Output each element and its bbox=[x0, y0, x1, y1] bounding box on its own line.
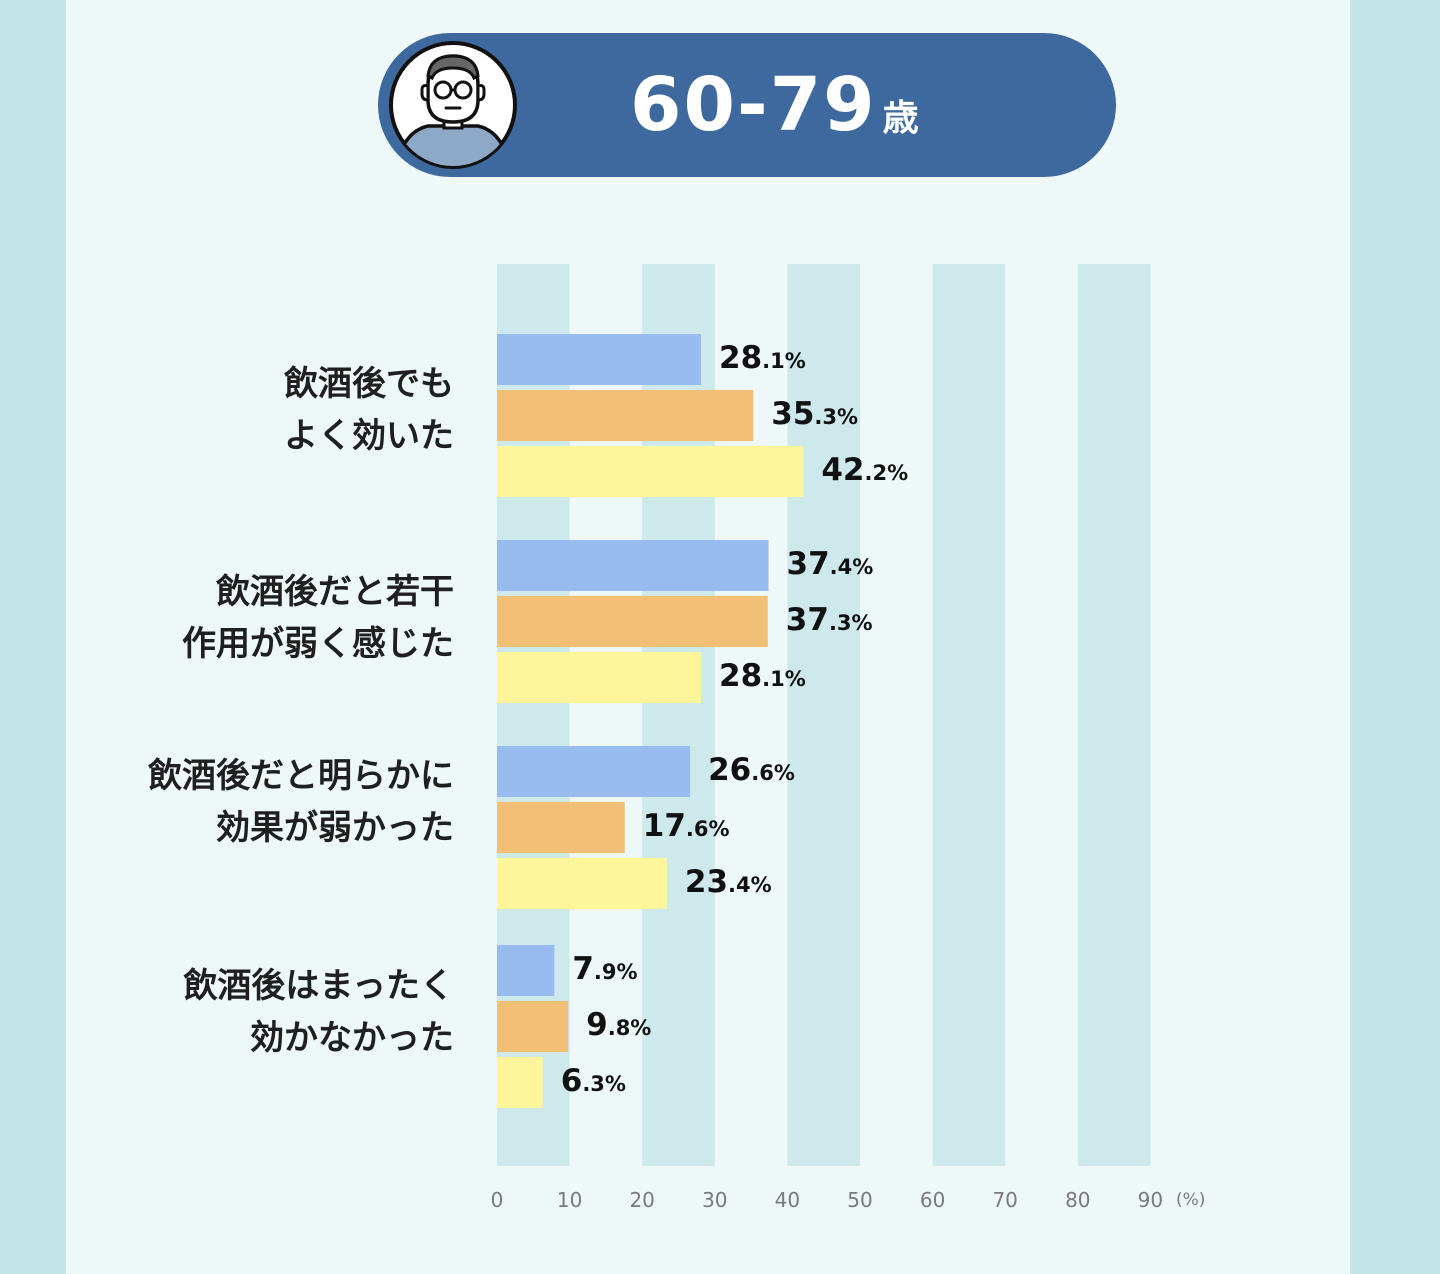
bar bbox=[497, 1057, 543, 1108]
bar bbox=[497, 446, 804, 497]
grid-band bbox=[932, 264, 1006, 1166]
value-label: 9.8% bbox=[586, 1007, 652, 1043]
bar bbox=[497, 945, 555, 996]
bar bbox=[497, 334, 702, 385]
value-label: 28.1% bbox=[719, 340, 806, 376]
category-label: 飲酒後はまったく 効かなかった bbox=[183, 966, 454, 1058]
bar bbox=[497, 652, 702, 703]
grid-band bbox=[787, 264, 860, 1166]
category-label: 飲酒後でも よく効いた bbox=[284, 364, 454, 456]
age-range-text: 60-79 bbox=[630, 62, 877, 148]
x-tick-label: 0 bbox=[490, 1188, 504, 1212]
x-tick-label: 50 bbox=[847, 1188, 873, 1212]
bar bbox=[497, 746, 691, 797]
bar bbox=[497, 390, 754, 441]
age-group-title: 60-79 歳 bbox=[630, 62, 919, 148]
bars bbox=[497, 334, 804, 1108]
bar bbox=[497, 802, 625, 853]
value-label: 26.6% bbox=[708, 752, 795, 788]
elderly-man-glasses-icon bbox=[389, 41, 517, 169]
value-label: 37.3% bbox=[785, 602, 873, 638]
bar bbox=[497, 1001, 569, 1052]
value-label: 23.4% bbox=[684, 864, 772, 900]
x-tick-label: 80 bbox=[1065, 1188, 1091, 1212]
x-tick-label: 30 bbox=[702, 1188, 728, 1212]
x-tick-label: 20 bbox=[629, 1188, 655, 1212]
bar bbox=[497, 596, 768, 647]
value-label: 7.9% bbox=[572, 951, 638, 987]
x-tick-label: 10 bbox=[556, 1188, 583, 1212]
value-label: 28.1% bbox=[719, 658, 806, 694]
x-tick-label: 70 bbox=[992, 1188, 1018, 1212]
value-label: 37.4% bbox=[786, 546, 874, 582]
x-axis-unit: (%) bbox=[1176, 1190, 1206, 1210]
x-tick-label: 60 bbox=[919, 1188, 946, 1212]
bar bbox=[497, 540, 769, 591]
category-label: 飲酒後だと明らかに 効果が弱かった bbox=[148, 756, 454, 848]
bar bbox=[497, 858, 667, 909]
category-label: 飲酒後だと若干 作用が弱く感じた bbox=[182, 572, 454, 664]
x-tick-label: 90 bbox=[1137, 1188, 1164, 1212]
value-label: 17.6% bbox=[642, 808, 730, 844]
value-label: 42.2% bbox=[821, 452, 909, 488]
grid-bands bbox=[497, 264, 1151, 1166]
x-tick-label: 40 bbox=[774, 1188, 801, 1212]
grid-band bbox=[1077, 264, 1151, 1166]
value-label: 6.3% bbox=[560, 1063, 626, 1099]
age-unit-text: 歳 bbox=[882, 98, 919, 139]
value-label: 35.3% bbox=[771, 396, 859, 432]
